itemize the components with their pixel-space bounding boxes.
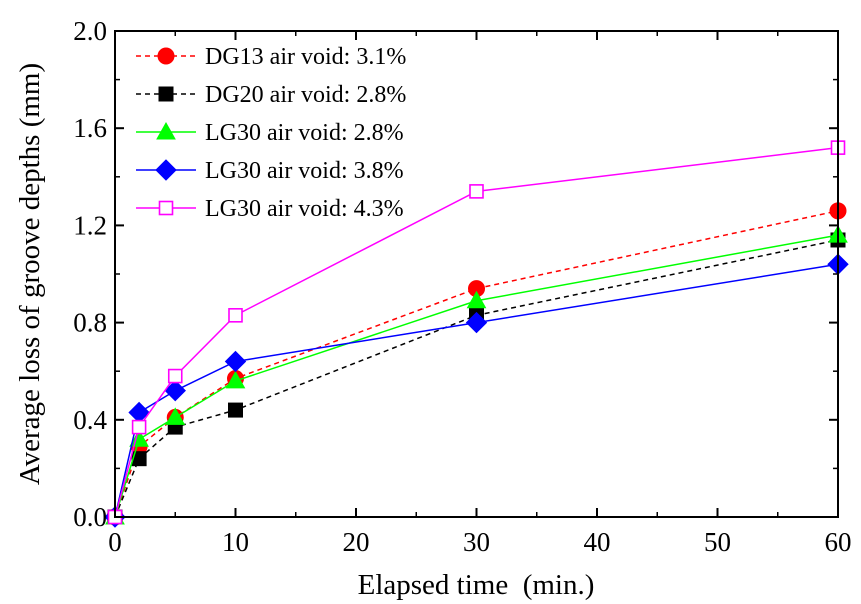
data-point-marker bbox=[131, 419, 147, 435]
series-3 bbox=[105, 225, 848, 525]
legend-marker-icon bbox=[156, 121, 176, 140]
y-tick-label: 2.0 bbox=[73, 16, 107, 46]
y-tick-label: 1.6 bbox=[73, 113, 107, 143]
data-point-marker bbox=[465, 311, 488, 334]
legend: DG13 air void: 3.1% DG20 air void: 2.8% LG… bbox=[136, 44, 406, 222]
legend-marker-icon bbox=[157, 47, 175, 65]
series-line bbox=[114, 146, 839, 518]
legend-marker-icon bbox=[155, 159, 177, 181]
legend-label: DG13 air void: 3.1% bbox=[205, 44, 406, 70]
data-point-marker bbox=[128, 401, 150, 424]
series-line bbox=[114, 234, 839, 518]
legend-item: LG30 air void: 4.3% bbox=[136, 196, 404, 222]
x-tick-label: 60 bbox=[825, 527, 852, 557]
data-point-marker bbox=[228, 402, 243, 418]
x-tick-label: 50 bbox=[704, 527, 731, 557]
series-5 bbox=[107, 140, 846, 525]
legend-item: DG20 air void: 2.8% bbox=[136, 82, 406, 108]
data-point-marker bbox=[167, 368, 183, 384]
legend-item: DG13 air void: 3.1% bbox=[136, 44, 406, 70]
y-tick-label: 0.4 bbox=[73, 405, 107, 435]
axis-ticks: 0 10 20 30 40 50 60 0.0 0.4 0.8 1.2 1.6 2.0 bbox=[73, 16, 851, 557]
x-tick-label: 20 bbox=[343, 527, 370, 557]
y-axis-label: Average loss of groove depths (mm) bbox=[14, 63, 46, 485]
y-tick-label: 0.0 bbox=[73, 502, 107, 532]
legend-marker-icon bbox=[158, 86, 174, 102]
x-axis-label: Elapsed time (min.) bbox=[358, 569, 595, 601]
data-point-marker bbox=[469, 184, 484, 199]
data-point-marker bbox=[164, 379, 186, 402]
data-point-marker bbox=[225, 370, 246, 389]
series-2 bbox=[107, 232, 846, 525]
data-point-marker bbox=[224, 350, 247, 373]
x-tick-label: 0 bbox=[108, 527, 122, 557]
series-1 bbox=[106, 202, 847, 526]
y-tick-label: 0.8 bbox=[73, 308, 107, 338]
data-point-marker bbox=[228, 308, 243, 323]
data-point-marker bbox=[131, 451, 147, 467]
legend-label: LG30 air void: 2.8% bbox=[205, 120, 404, 146]
data-point-marker bbox=[165, 407, 186, 425]
legend-label: LG30 air void: 4.3% bbox=[205, 196, 404, 222]
legend-item: LG30 air void: 2.8% bbox=[136, 120, 404, 146]
legend-label: LG30 air void: 3.8% bbox=[205, 158, 404, 184]
legend-label: DG20 air void: 2.8% bbox=[205, 82, 406, 108]
series-line bbox=[114, 210, 839, 518]
legend-item: LG30 air void: 3.8% bbox=[136, 158, 404, 184]
x-tick-label: 40 bbox=[584, 527, 611, 557]
data-point-marker bbox=[466, 290, 487, 309]
legend-marker-icon bbox=[158, 200, 174, 216]
x-tick-label: 30 bbox=[463, 527, 490, 557]
x-tick-label: 10 bbox=[222, 527, 249, 557]
y-tick-label: 1.2 bbox=[73, 210, 107, 240]
